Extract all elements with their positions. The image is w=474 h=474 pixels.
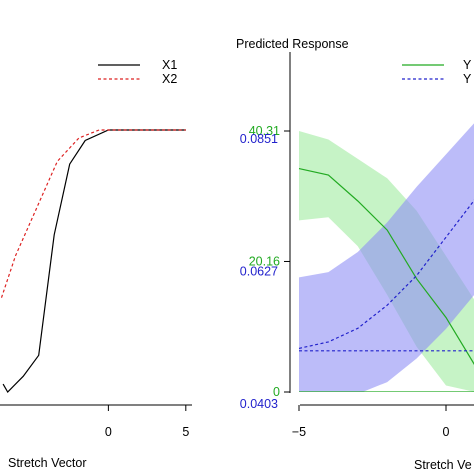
- left-series-lines: [0, 129, 186, 393]
- x-tick-label: −5: [292, 425, 306, 439]
- legend-label-y-blue: Y: [463, 72, 472, 86]
- series-line-x1: [2, 129, 186, 393]
- right-chart-title: Predicted Response: [236, 37, 349, 51]
- y-tick-label-right: 0.0627: [240, 265, 278, 279]
- confidence-band-blue: [299, 123, 474, 392]
- legend-label-x1: X1: [162, 58, 177, 72]
- legend-label-x2: X2: [162, 72, 177, 86]
- y-tick-label-right: 0.0851: [240, 132, 278, 146]
- right-x-axis-label: Stretch Ve: [414, 458, 472, 472]
- y-tick-label-left: 40.31: [249, 124, 280, 138]
- y-tick-label-right: 0.0403: [240, 397, 278, 411]
- x-tick-label: 5: [182, 425, 189, 439]
- left-legend: X1 X2: [98, 58, 177, 86]
- right-x-ticks: −5 0: [292, 405, 450, 439]
- series-line-x2: [0, 129, 186, 298]
- y-tick-label-left: 0: [273, 385, 280, 399]
- plot-content: [298, 123, 474, 392]
- series-line-y-blue: [298, 199, 474, 349]
- x-tick-label: 0: [443, 425, 450, 439]
- left-x-axis-label: Stretch Vector: [8, 456, 87, 470]
- right-y-ticks: 40.31 20.16 0 0.0851 0.0627 0.0403: [240, 124, 290, 411]
- x-tick-label: 0: [105, 425, 112, 439]
- right-plot-area: [298, 123, 474, 392]
- legend-label-y-green: Y: [463, 58, 472, 72]
- series-line-y-green: [298, 168, 474, 365]
- y-tick-label-left: 20.16: [249, 254, 280, 268]
- right-legend: Y Y: [402, 58, 472, 86]
- right-panel: −5 0 40.31 20.16 0 0.0851 0.0627 0.0403 Predic…: [236, 37, 474, 472]
